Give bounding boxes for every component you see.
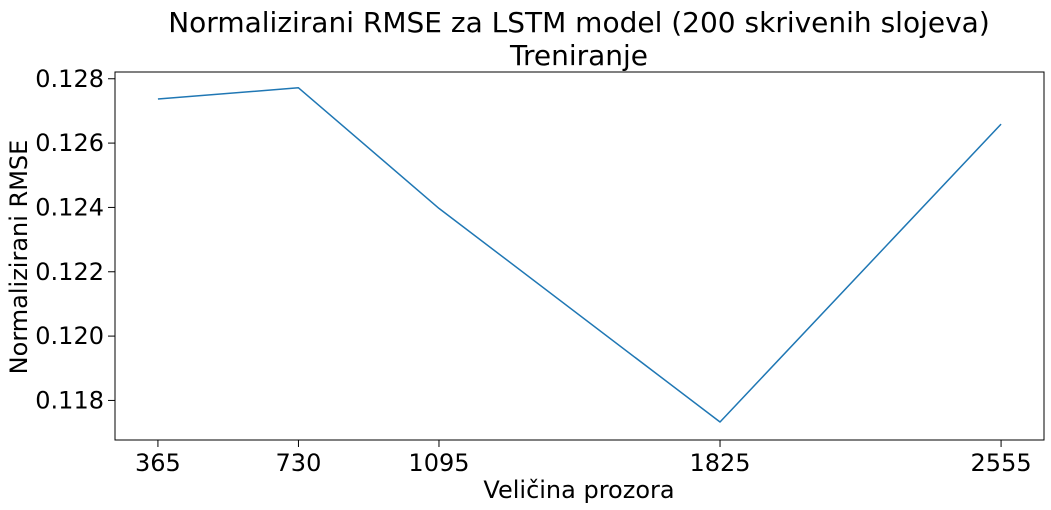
y-tick-label-4: 0.126 (35, 129, 104, 157)
plot-frame (114, 71, 1045, 441)
y-axis-label: Normalizirani RMSE (5, 140, 33, 375)
x-tick-label-2: 1095 (408, 449, 469, 477)
y-tick-label-3: 0.124 (35, 193, 104, 221)
x-tick-label-4: 2555 (971, 449, 1032, 477)
y-tick-label-0: 0.118 (35, 386, 104, 414)
plot-area: 365 730 1095 1825 2555 0.118 0.120 0.122 0.124 0.… (35, 65, 1045, 477)
y-tick-label-1: 0.120 (35, 322, 104, 350)
chart-title: Normalizirani RMSE za LSTM model (200 sk… (168, 6, 990, 39)
x-tick-label-0: 365 (135, 449, 181, 477)
y-tick-label-2: 0.122 (35, 258, 104, 286)
series-line-0 (157, 87, 1002, 423)
y-tick-label-5: 0.128 (35, 65, 104, 93)
x-tick-label-1: 730 (276, 449, 322, 477)
x-axis-label: Veličina prozora (483, 476, 674, 504)
x-tick-label-3: 1825 (689, 449, 750, 477)
chart-subtitle: Treniranje (509, 39, 648, 72)
